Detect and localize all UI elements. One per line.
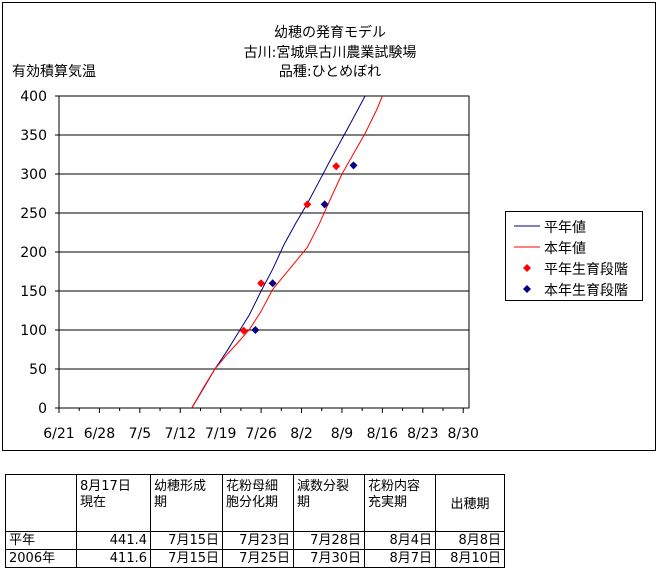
y-tick-label: 50: [29, 362, 47, 378]
legend-label: 平年生育段階: [544, 262, 628, 278]
legend-item-heinen-line: 平年値: [506, 216, 642, 236]
x-tick-label: 6/28: [84, 426, 115, 442]
y-tick-label: 350: [20, 128, 47, 144]
table-cell: 7月15日: [150, 549, 223, 568]
legend-swatch-navy-diamond: [523, 285, 531, 293]
x-tick-label: 7/26: [245, 426, 277, 442]
table-cell: 8月10日: [435, 549, 505, 568]
series-line-0: [191, 95, 366, 409]
table-header-cell: 幼穂形成 期: [150, 474, 223, 532]
growth-stage-table: 8月17日 現在 幼穂形成 期 花粉母細 胞分化期 減数分裂 期 花粉内容 充実…: [5, 474, 505, 568]
x-tick-label: 7/5: [129, 426, 152, 442]
table-header-cell: 8月17日 現在: [76, 474, 151, 532]
table-cell: 8月8日: [435, 531, 505, 550]
legend-item-honnen-stage: 本年生育段階: [506, 279, 642, 299]
y-tick-label: 300: [20, 167, 47, 183]
legend: 平年値 本年値 平年生育段階 本年生育段階: [505, 211, 643, 301]
series-marker-2: [303, 200, 312, 209]
table-cell: 7月15日: [150, 531, 223, 550]
legend-swatch-red-diamond: [523, 264, 531, 272]
table-header-cell: 花粉内容 充実期: [364, 474, 436, 532]
legend-swatch-navy-line: [514, 225, 540, 227]
table-cell: 441.4: [76, 531, 151, 550]
table-cell: 411.6: [76, 549, 151, 568]
table-row: 2006年 411.6 7月15日 7月25日 7月30日 8月7日 8月10日: [5, 549, 505, 568]
table-cell: 7月25日: [222, 549, 294, 568]
chart-title-line-2: 古川:宮城県古川農業試験場: [243, 45, 417, 61]
legend-item-heinen-stage: 平年生育段階: [506, 258, 642, 278]
y-tick-label: 400: [20, 89, 47, 105]
series-marker-2: [332, 162, 341, 171]
table-cell: 7月30日: [293, 549, 365, 568]
table-cell: 8月4日: [364, 531, 436, 550]
series-marker-3: [251, 326, 260, 334]
x-tick-label: 8/2: [290, 426, 313, 442]
series-marker-3: [320, 200, 329, 209]
chart-title-line-1: 幼穂の発育モデル: [274, 25, 386, 41]
table-header-cell: 減数分裂 期: [293, 474, 365, 532]
table-cell: 7月23日: [222, 531, 294, 550]
y-tick-label: 200: [20, 245, 47, 261]
chart-title-line-3: 品種:ひとめぼれ: [278, 64, 382, 80]
y-tick-label: 0: [38, 401, 47, 417]
legend-swatch-red-line: [514, 246, 540, 248]
y-tick-label: 100: [20, 323, 47, 339]
series-line-1: [191, 95, 383, 409]
chart-plot: 0 50 100 150 200 250 300 350 400 6/21 6/28 7/5 7/12 7…: [20, 89, 479, 442]
table-header-row: 8月17日 現在 幼穂形成 期 花粉母細 胞分化期 減数分裂 期 花粉内容 充実…: [5, 474, 505, 532]
y-tick-label: 150: [20, 284, 47, 300]
y-tick-label: 250: [20, 206, 47, 222]
series-marker-2: [257, 279, 266, 288]
chart-frame: [2, 2, 656, 451]
table-cell: 8月7日: [364, 549, 436, 568]
table-cell: 2006年: [5, 549, 77, 568]
series-marker-3: [268, 279, 277, 288]
table-header-cell: 出穂期: [435, 474, 505, 532]
table-header-cell: [5, 474, 77, 532]
x-tick-label: 8/16: [367, 426, 399, 442]
x-tick-label: 8/30: [447, 426, 478, 442]
legend-label: 本年値: [544, 241, 586, 257]
series-marker-2: [239, 326, 248, 335]
x-tick-label: 6/21: [43, 426, 74, 442]
table-cell: 平年: [5, 531, 77, 550]
x-tick-label: 7/19: [205, 426, 236, 442]
legend-label: 平年値: [544, 220, 586, 236]
table-row: 平年 441.4 7月15日 7月23日 7月28日 8月4日 8月8日: [5, 531, 505, 550]
x-tick-label: 8/9: [331, 426, 354, 442]
x-tick-label: 7/12: [165, 426, 196, 442]
series-marker-3: [349, 161, 358, 170]
table-header-cell: 花粉母細 胞分化期: [222, 474, 294, 532]
x-tick-label: 8/23: [407, 426, 438, 442]
table-cell: 7月28日: [293, 531, 365, 550]
legend-item-honnen-line: 本年値: [506, 237, 642, 257]
y-axis-label: 有効積算気温: [12, 64, 96, 80]
legend-label: 本年生育段階: [544, 283, 628, 299]
